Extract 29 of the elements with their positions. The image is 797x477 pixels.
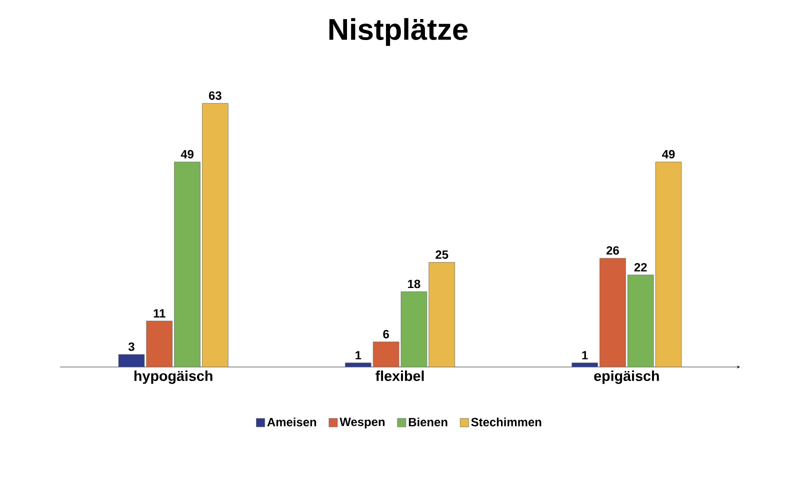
data-label: 11 <box>154 309 166 318</box>
data-label: 6 <box>383 330 389 338</box>
data-label: 3 <box>128 342 134 351</box>
legend-label: Ameisen <box>267 418 316 426</box>
bar <box>202 103 228 367</box>
legend-label: Stechimmen <box>471 418 542 426</box>
x-tick-label: flexibel <box>376 370 424 382</box>
bar <box>600 258 626 367</box>
bar <box>372 342 400 367</box>
data-label: 63 <box>208 91 222 100</box>
bar <box>428 262 455 367</box>
data-label: 22 <box>634 263 647 272</box>
data-label: 1 <box>582 351 588 360</box>
legend-label: Bienen <box>408 418 448 426</box>
x-tick-label: epigäisch <box>594 370 659 384</box>
data-label: 49 <box>662 150 675 158</box>
bar <box>655 162 682 367</box>
data-label: 25 <box>436 250 448 259</box>
data-label: 49 <box>180 150 194 158</box>
x-tick-label: hypogäisch <box>134 370 212 384</box>
bar <box>627 274 654 367</box>
bar <box>400 291 428 367</box>
chart-title: Nistplätze <box>329 18 468 46</box>
data-label: 1 <box>356 351 362 360</box>
data-label: 26 <box>606 246 619 255</box>
bar <box>146 320 173 367</box>
data-label: 18 <box>408 280 420 288</box>
legend-label: Wespen <box>340 418 385 429</box>
bar <box>174 162 200 367</box>
